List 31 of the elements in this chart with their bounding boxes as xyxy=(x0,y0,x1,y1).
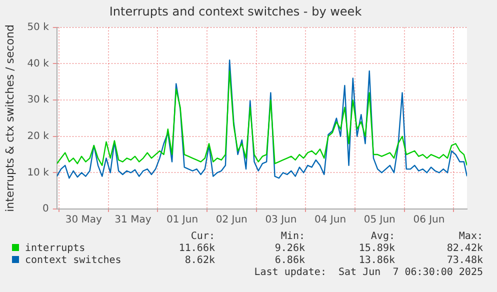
x-tick-label: 31 May xyxy=(114,214,152,226)
y-tick-label: 20 k xyxy=(27,130,50,142)
text: Max: xyxy=(458,231,483,242)
text: 82.42k xyxy=(446,243,483,254)
y-tick-label: 30 k xyxy=(27,94,50,106)
y-tick-label: 50 k xyxy=(27,22,50,33)
text: 9.26k xyxy=(274,243,305,254)
legend-label: context switches xyxy=(24,255,122,266)
x-tick-label: 30 May xyxy=(65,214,102,226)
text: 6.86k xyxy=(274,255,305,266)
text: Min: xyxy=(280,231,305,242)
text: Last update: Sat Jun 7 06:30:00 2025 xyxy=(253,267,483,278)
text: 73.48k xyxy=(446,255,483,266)
x-tick-label: 01 Jun xyxy=(166,214,198,226)
text: 15.89k xyxy=(358,243,395,254)
y-tick-label: 0 xyxy=(42,204,49,215)
y-tick-label: 40 k xyxy=(27,58,50,70)
y-axis-title: interrupts & ctx switches / second xyxy=(3,24,16,212)
x-tick-label: 05 Jun xyxy=(364,214,396,226)
text: Cur: xyxy=(190,231,215,242)
chart-title: Interrupts and context switches - by week xyxy=(109,4,362,18)
x-tick-label: 02 Jun xyxy=(216,214,248,226)
x-tick-label: 04 Jun xyxy=(314,214,346,226)
y-tick-label: 10 k xyxy=(27,167,50,178)
text: 8.62k xyxy=(184,255,215,266)
text: 11.66k xyxy=(178,243,215,254)
text: Avg: xyxy=(370,231,395,242)
text: 13.86k xyxy=(358,255,395,266)
legend-label: interrupts xyxy=(24,243,86,254)
x-tick-label: 03 Jun xyxy=(265,214,297,226)
x-tick-label: 06 Jun xyxy=(413,214,445,226)
